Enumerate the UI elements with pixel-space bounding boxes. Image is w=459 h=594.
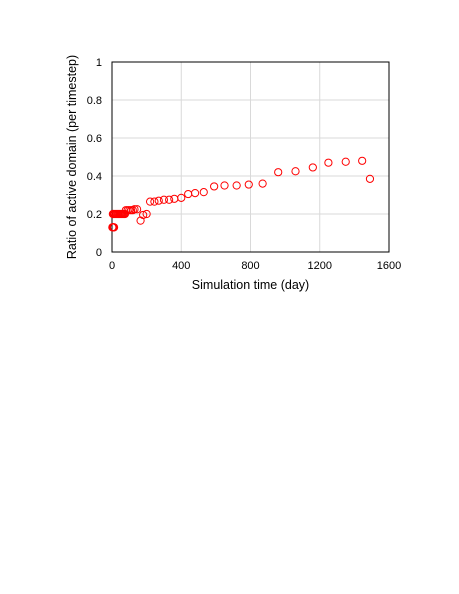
data-point (142, 209, 151, 219)
y-tick-label: 0 (96, 247, 102, 259)
data-point (365, 174, 375, 183)
data-point (291, 167, 300, 176)
x-tick-label: 0 (109, 260, 115, 272)
data-point (159, 195, 169, 204)
tick-labels: 0 400 800 1200 1600 0 0.2 0.4 0.6 0.8 1 (87, 57, 402, 272)
gridlines (111, 61, 390, 253)
y-tick-label: 0.8 (87, 95, 102, 107)
data-point (109, 223, 119, 232)
data-point (191, 189, 200, 198)
data-point (145, 197, 155, 206)
x-tick-label: 1600 (377, 260, 401, 272)
y-tick-label: 0.2 (87, 209, 102, 221)
data-point (128, 206, 137, 215)
data-point (184, 189, 193, 199)
y-axis-title: Ratio of active domain (per timestep) (65, 55, 79, 259)
data-point (210, 182, 219, 191)
data-point (165, 195, 174, 204)
y-tick-label: 1 (96, 57, 102, 69)
plot-area-frame (111, 61, 390, 253)
data-points (108, 156, 375, 232)
data-point (341, 157, 350, 166)
data-point (244, 180, 253, 189)
x-axis-title: Simulation time (day) (192, 278, 309, 292)
data-point (130, 205, 139, 214)
x-tick-label: 800 (241, 260, 259, 272)
data-point (258, 179, 267, 188)
data-point (232, 181, 241, 190)
data-point (150, 197, 159, 206)
data-point (170, 194, 179, 203)
data-point (308, 163, 317, 172)
data-point (220, 181, 229, 190)
data-point (139, 210, 148, 220)
x-tick-label: 400 (172, 260, 190, 272)
data-point (358, 156, 367, 165)
data-point (177, 193, 186, 202)
y-tick-label: 0.6 (87, 133, 102, 145)
data-point (133, 205, 142, 214)
data-point (324, 158, 333, 167)
x-tick-label: 1200 (308, 260, 332, 272)
y-tick-label: 0.4 (87, 171, 102, 183)
data-point (154, 196, 163, 205)
data-point (199, 188, 208, 197)
data-point (274, 168, 283, 177)
